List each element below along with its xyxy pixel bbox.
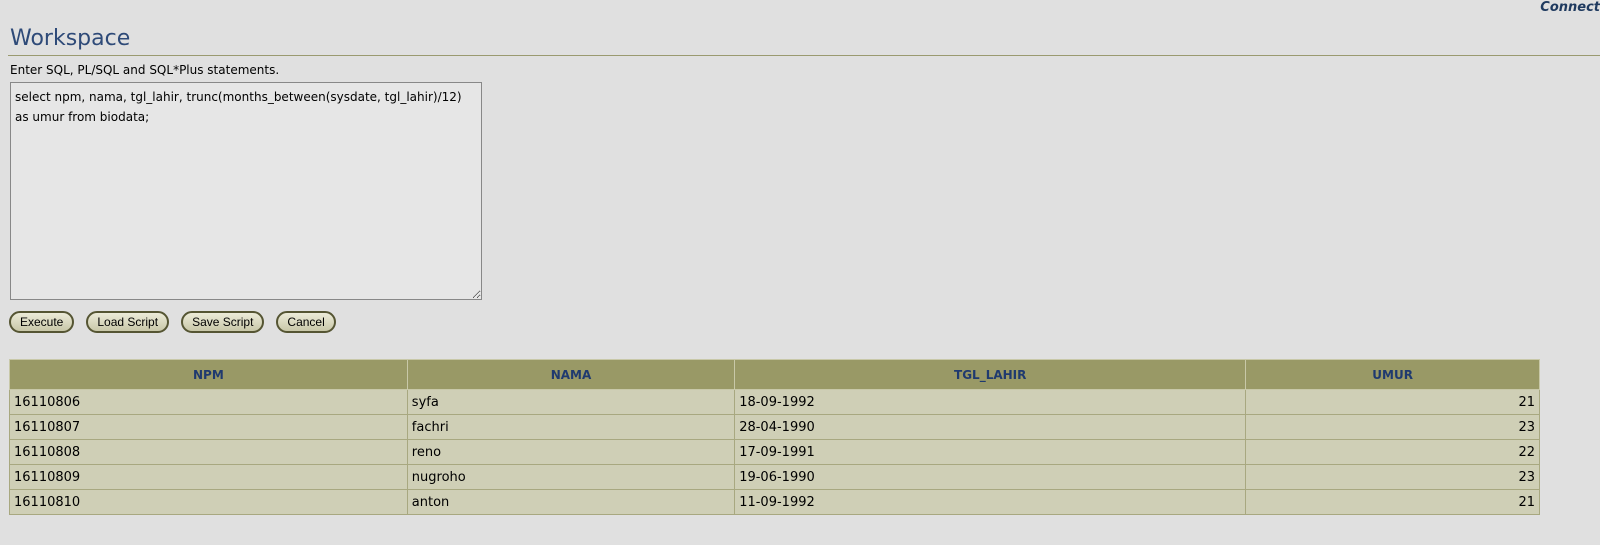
column-header: TGL_LAHIR bbox=[734, 359, 1247, 390]
table-cell: 23 bbox=[1245, 414, 1540, 440]
table-row: 16110806 syfa 18-09-1992 21 bbox=[9, 389, 1540, 415]
table-cell: syfa bbox=[406, 389, 736, 415]
table-cell: anton bbox=[406, 489, 736, 515]
column-header: UMUR bbox=[1245, 359, 1540, 390]
table-cell: 16110806 bbox=[9, 389, 408, 415]
table-cell: nugroho bbox=[406, 464, 736, 490]
page-title: Workspace bbox=[10, 26, 131, 51]
table-row: 16110810 anton 11-09-1992 21 bbox=[9, 489, 1540, 515]
table-row: 16110807 fachri 28-04-1990 23 bbox=[9, 414, 1540, 440]
sql-editor[interactable]: select npm, nama, tgl_lahir, trunc(month… bbox=[10, 82, 482, 300]
button-bar: Execute Load Script Save Script Cancel bbox=[9, 311, 336, 333]
table-cell: 28-04-1990 bbox=[734, 414, 1247, 440]
table-cell: 17-09-1991 bbox=[734, 439, 1247, 465]
table-cell: 16110809 bbox=[9, 464, 408, 490]
load-script-button[interactable]: Load Script bbox=[86, 311, 170, 333]
divider bbox=[8, 55, 1600, 56]
table-cell: 22 bbox=[1245, 439, 1540, 465]
save-script-button[interactable]: Save Script bbox=[181, 311, 265, 333]
connect-link[interactable]: Connect bbox=[1540, 0, 1600, 15]
table-row: 16110809 nugroho 19-06-1990 23 bbox=[9, 464, 1540, 490]
instructions-label: Enter SQL, PL/SQL and SQL*Plus statement… bbox=[10, 63, 280, 77]
table-cell: 16110807 bbox=[9, 414, 408, 440]
table-cell: 16110808 bbox=[9, 439, 408, 465]
table-cell: 23 bbox=[1245, 464, 1540, 490]
table-cell: 21 bbox=[1245, 489, 1540, 515]
column-header: NAMA bbox=[406, 359, 736, 390]
results-table: NPM NAMA TGL_LAHIR UMUR 16110806 syfa 18-0… bbox=[9, 359, 1540, 515]
table-row: 16110808 reno 17-09-1991 22 bbox=[9, 439, 1540, 465]
table-cell: 16110810 bbox=[9, 489, 408, 515]
table-cell: fachri bbox=[406, 414, 736, 440]
cancel-button[interactable]: Cancel bbox=[276, 311, 336, 333]
table-cell: reno bbox=[406, 439, 736, 465]
table-cell: 21 bbox=[1245, 389, 1540, 415]
table-cell: 19-06-1990 bbox=[734, 464, 1247, 490]
table-cell: 18-09-1992 bbox=[734, 389, 1247, 415]
execute-button[interactable]: Execute bbox=[9, 311, 75, 333]
column-header: NPM bbox=[9, 359, 408, 390]
table-cell: 11-09-1992 bbox=[734, 489, 1247, 515]
